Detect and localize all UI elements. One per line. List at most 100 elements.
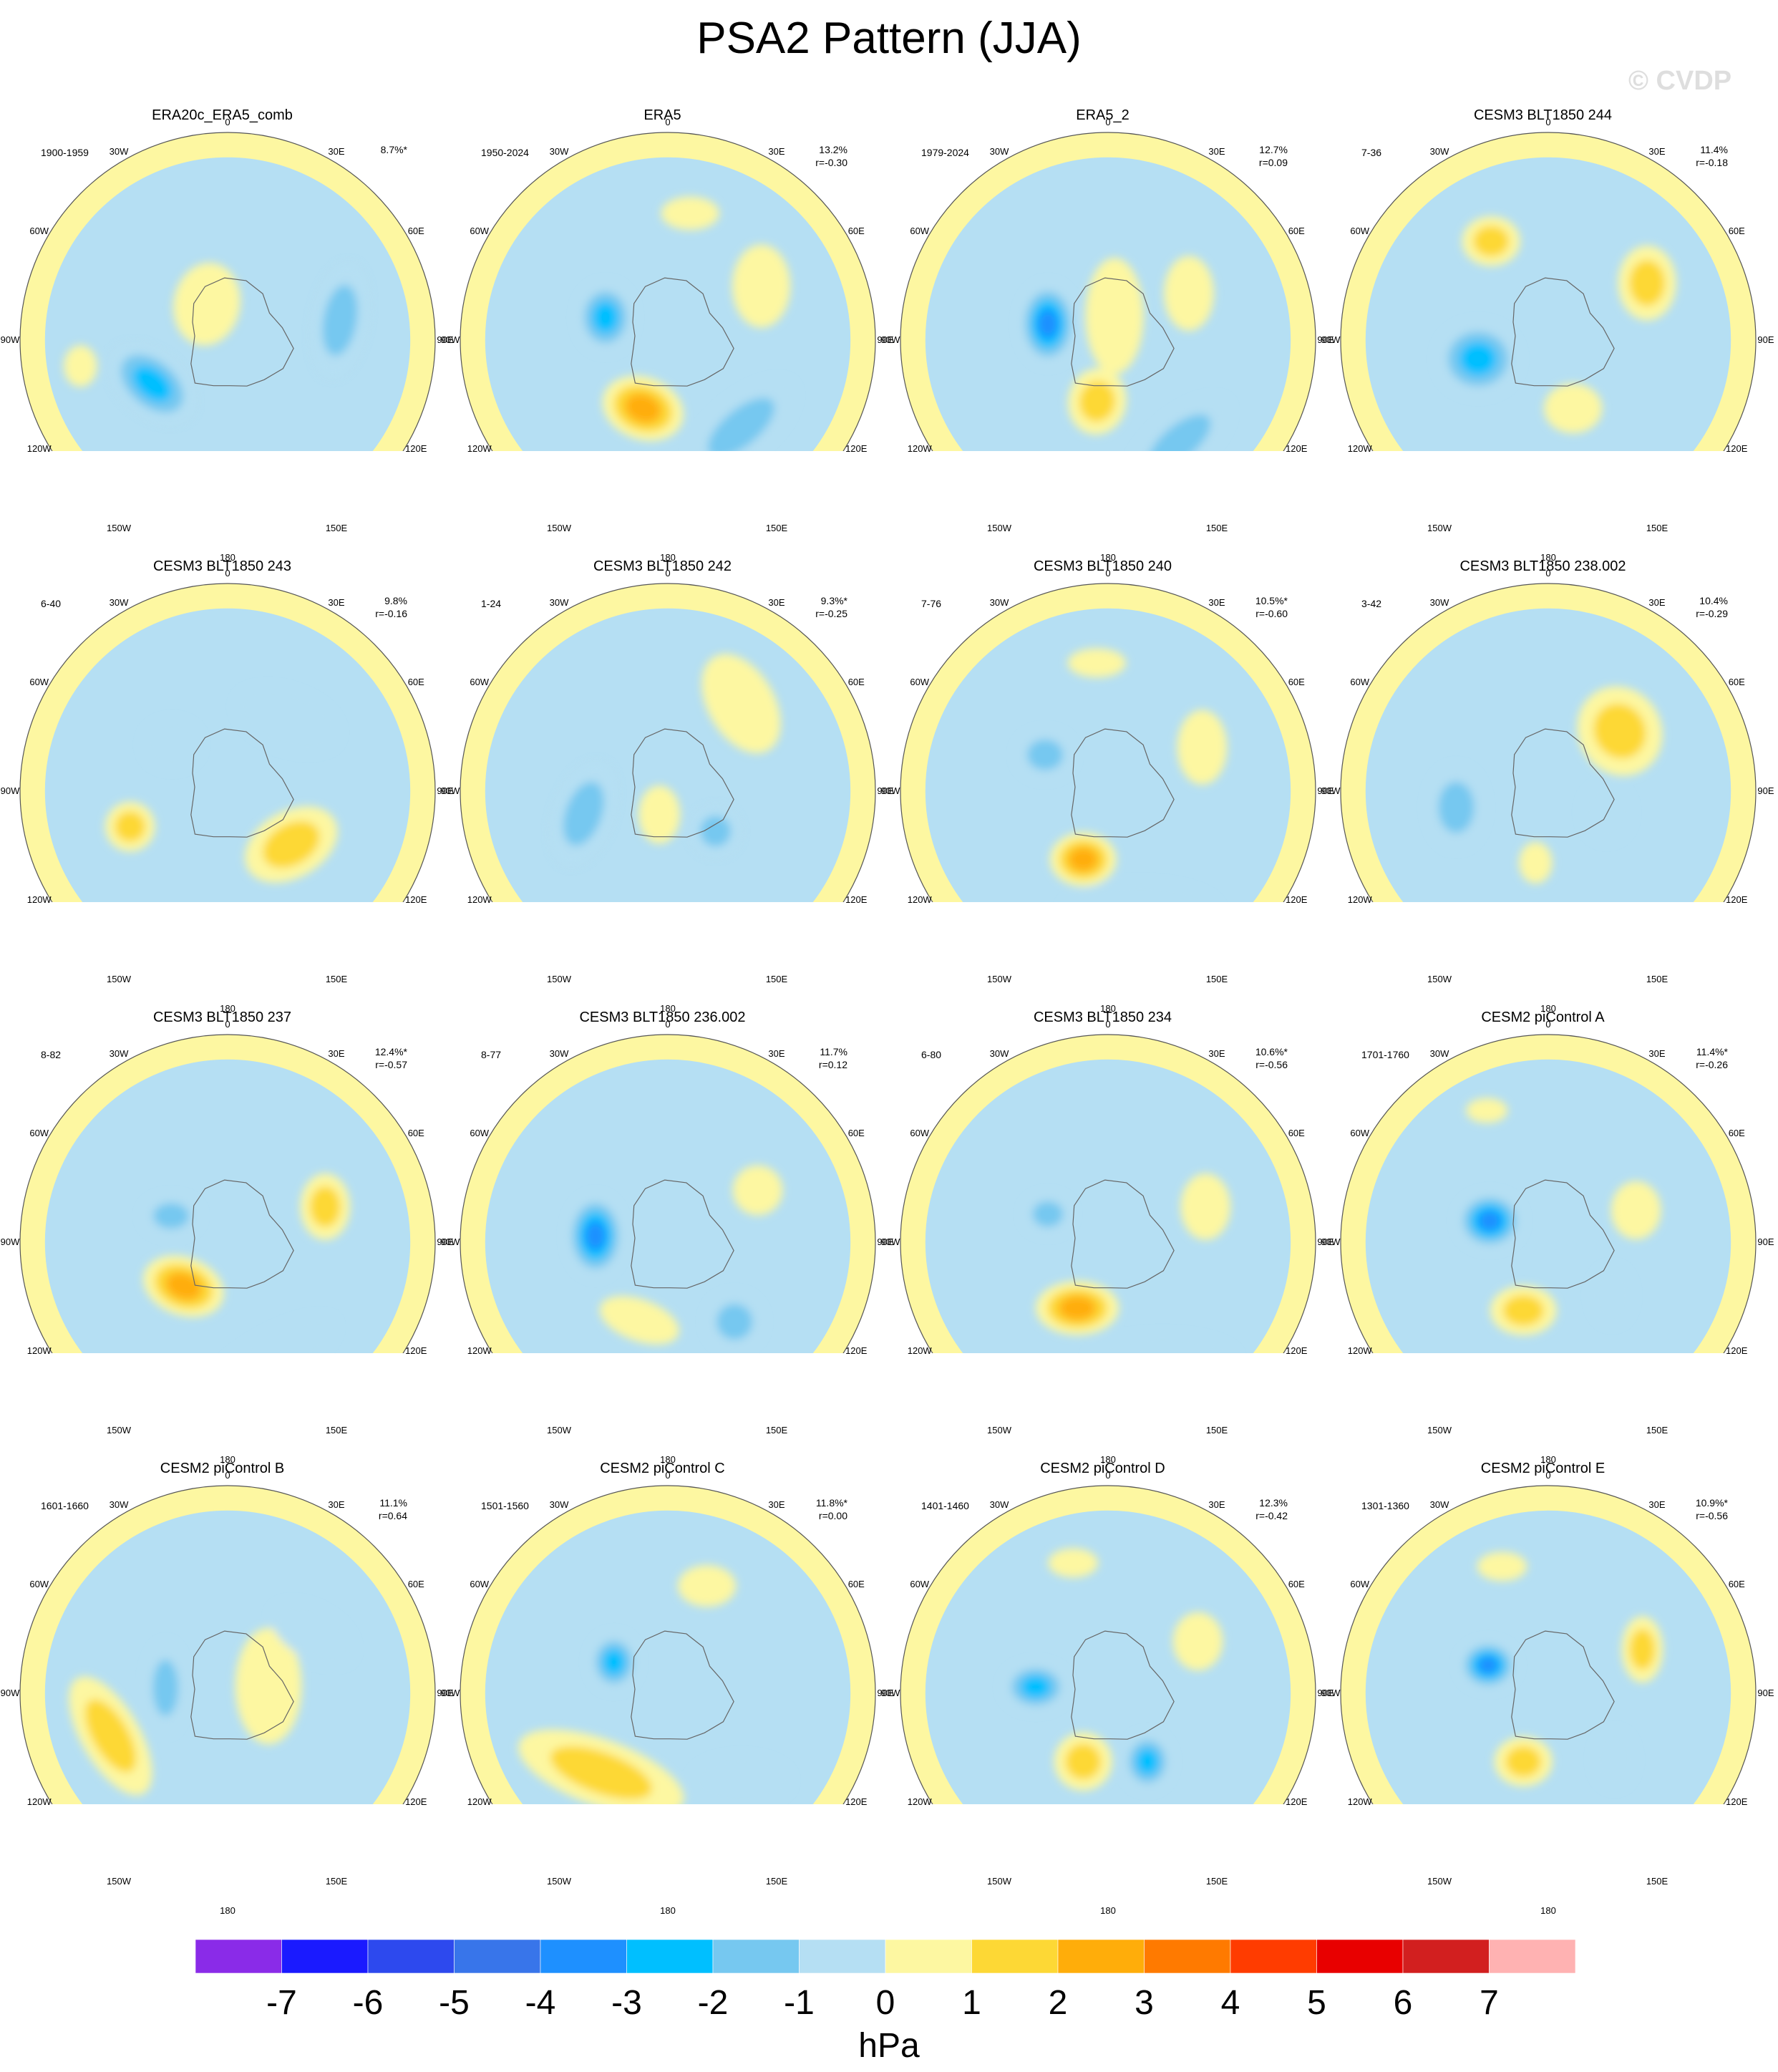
map-panel: CESM3 BLT1850 236.002 8-77 11.7% r=0.12 0 30E… xyxy=(440,902,894,1465)
longitude-label: 60E xyxy=(407,677,424,687)
map-border xyxy=(1340,1034,1757,1353)
map-background xyxy=(1341,584,1756,902)
colorbar-tick-label: -6 xyxy=(352,1984,384,2022)
outer-positive-band xyxy=(1341,132,1756,451)
anomaly-contour xyxy=(1048,1548,1099,1578)
longitude-label: 30W xyxy=(1429,596,1449,608)
longitude-label: 150W xyxy=(1427,1425,1452,1436)
longitude-label: 90E xyxy=(437,785,454,796)
map-panel: CESM2 piControl A 1701-1760 11.4%* r=-0.26 0… xyxy=(1321,902,1774,1465)
anomaly-contour xyxy=(1593,703,1646,759)
longitude-label: 180 xyxy=(1540,1905,1556,1916)
panel-variance-pct: 11.7% xyxy=(820,1046,847,1057)
longitude-label: 120E xyxy=(405,443,427,454)
longitude-label: 120W xyxy=(26,894,52,905)
longitude-label: 120W xyxy=(907,443,932,454)
longitude-label: 0 xyxy=(1105,568,1111,578)
longitude-label: 60W xyxy=(910,1579,930,1589)
longitude-label: 0 xyxy=(1545,1470,1551,1481)
anomaly-contour xyxy=(235,686,340,753)
panel-stats: 12.3% r=-0.42 xyxy=(1255,1496,1288,1522)
longitude-label: 180 xyxy=(1100,1003,1116,1014)
map-panel: CESM3 BLT1850 243 6-40 9.8% r=-0.16 0 30E 60E 9… xyxy=(0,451,454,1014)
longitude-label: 150E xyxy=(1646,1876,1668,1887)
anomaly-contour xyxy=(322,284,358,356)
longitude-label: 150E xyxy=(325,1876,348,1887)
longitude-label: 90E xyxy=(877,334,894,345)
colorbar-swatch xyxy=(799,1939,886,1974)
longitude-label: 120E xyxy=(845,894,868,905)
longitude-label: 60E xyxy=(407,226,424,236)
anomaly-contour xyxy=(1061,882,1220,902)
panel-stats: 9.3%* r=-0.25 xyxy=(815,594,847,620)
outer-positive-band xyxy=(20,1035,435,1353)
longitude-label: 120E xyxy=(405,894,427,905)
polar-map xyxy=(1340,583,1757,902)
map-background xyxy=(460,1035,875,1353)
panel-title: CESM3 BLT1850 242 xyxy=(593,558,732,574)
longitude-label: 90E xyxy=(1317,1236,1334,1247)
longitude-label: 120E xyxy=(405,1345,427,1356)
outer-positive-band xyxy=(900,1486,1316,1804)
anomaly-contour xyxy=(592,301,618,334)
longitude-label: 0 xyxy=(665,1019,671,1030)
map-background xyxy=(1341,1486,1756,1804)
longitude-label: 180 xyxy=(660,1905,676,1916)
longitude-label: 30E xyxy=(1208,596,1225,608)
antarctica-coastline xyxy=(1511,1179,1615,1289)
anomaly-contour xyxy=(1027,739,1064,770)
colorbar-swatch xyxy=(712,1939,800,1974)
panel-years: 1501-1560 xyxy=(481,1500,529,1511)
colorbar-tick-label: -5 xyxy=(439,1984,470,2022)
colorbar-tick-label: 0 xyxy=(875,1984,895,2022)
anomaly-contour xyxy=(1593,1730,1636,1788)
outer-positive-band xyxy=(900,584,1316,902)
anomaly-contour xyxy=(142,719,201,770)
longitude-label: 30E xyxy=(1208,1047,1225,1059)
panel-correlation: r=0.64 xyxy=(378,1510,407,1521)
anomaly-contour xyxy=(1505,1746,1542,1777)
anomaly-contour xyxy=(677,1565,737,1607)
panel-stats: 10.5%* r=-0.60 xyxy=(1255,594,1288,620)
map-border xyxy=(460,1034,876,1353)
longitude-label: 180 xyxy=(220,552,235,563)
longitude-label: 0 xyxy=(1105,1470,1111,1481)
map-panel: CESM3 BLT1850 237 8-82 12.4%* r=-0.57 0 30E 60… xyxy=(0,902,454,1465)
anomaly-contour xyxy=(1519,841,1553,883)
longitude-label: 90E xyxy=(1317,334,1334,345)
map-border xyxy=(900,132,1316,451)
longitude-label: 90W xyxy=(1321,334,1341,345)
longitude-label: 90E xyxy=(877,785,894,796)
panel-variance-pct: 10.5%* xyxy=(1255,595,1288,606)
anomaly-contour xyxy=(563,782,604,846)
anomaly-contour xyxy=(1629,1629,1656,1670)
longitude-label: 30E xyxy=(768,596,785,608)
colorbar-swatch xyxy=(1489,1939,1576,1974)
panel-variance-pct: 13.2% xyxy=(819,144,847,155)
outer-positive-band xyxy=(20,1486,435,1804)
longitude-label: 150E xyxy=(1646,974,1668,985)
panel-title: CESM3 BLT1850 236.002 xyxy=(579,1010,746,1025)
longitude-label: 60E xyxy=(407,1128,424,1138)
antarctica-coastline xyxy=(1511,1630,1615,1740)
longitude-label: 60W xyxy=(1350,1579,1370,1589)
panel-title: ERA20c_ERA5_comb xyxy=(152,107,293,123)
panel-correlation: r=-0.42 xyxy=(1255,1510,1288,1521)
longitude-label: 150E xyxy=(765,974,788,985)
longitude-label: 60W xyxy=(470,1128,490,1138)
anomaly-contour xyxy=(1459,342,1497,376)
longitude-label: 120W xyxy=(1347,443,1372,454)
anomaly-contour xyxy=(701,654,781,754)
panel-title: ERA5_2 xyxy=(1076,107,1130,123)
map-panel: CESM2 piControl D 1401-1460 12.3% r=-0.42 0 3… xyxy=(880,1353,1334,1916)
polar-map xyxy=(1340,1034,1757,1353)
antarctica-coastline xyxy=(631,728,734,838)
map-border xyxy=(900,1034,1316,1353)
map-background xyxy=(20,1486,435,1804)
panel-variance-pct: 12.4%* xyxy=(374,1046,407,1057)
map-panel: CESM2 piControl C 1501-1560 11.8%* r=0.00 0 3… xyxy=(440,1353,894,1916)
panel-stats: 13.2% r=-0.30 xyxy=(815,143,847,169)
longitude-label: 150E xyxy=(765,1425,788,1436)
anomaly-contour xyxy=(732,1165,783,1216)
longitude-label: 30E xyxy=(328,596,345,608)
